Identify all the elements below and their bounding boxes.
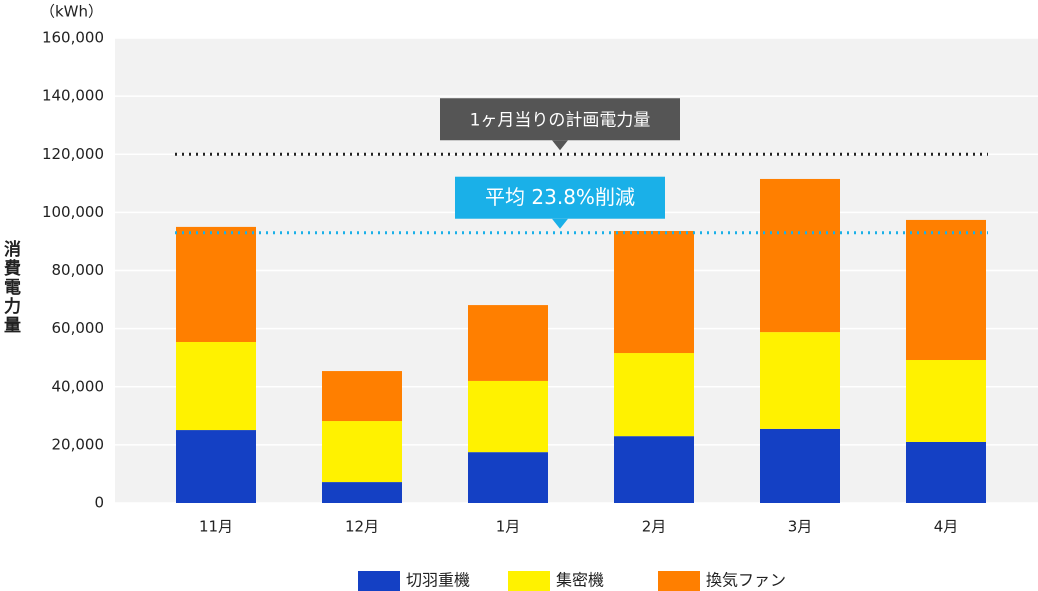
bar-segment: [906, 219, 986, 361]
bar-segment: [468, 380, 548, 453]
y-tick-label: 100,000: [42, 203, 104, 221]
bar-segment: [614, 230, 694, 354]
legend-swatch: [358, 571, 400, 591]
y-tick-label: 60,000: [52, 319, 105, 337]
bar-segment: [322, 421, 402, 483]
bar-segment: [760, 332, 840, 429]
x-tick-label: 2月: [642, 518, 667, 536]
callout-pointer: [552, 218, 568, 229]
y-tick-label: 40,000: [52, 377, 105, 395]
unit-label: （kWh）: [40, 3, 103, 21]
legend-label: 集密機: [556, 571, 604, 590]
x-tick-label: 12月: [345, 518, 379, 536]
x-tick-label: 3月: [788, 518, 813, 536]
bar-segment: [176, 226, 256, 342]
y-tick-label: 160,000: [42, 29, 104, 47]
y-axis-label: 消費電力量: [0, 239, 21, 335]
bar-segment: [906, 441, 986, 503]
legend-swatch: [508, 571, 550, 591]
callout-label: 1ヶ月当りの計画電力量: [470, 110, 651, 130]
legend-swatch: [658, 571, 700, 591]
bar-segment: [322, 482, 402, 503]
x-tick-label: 11月: [199, 518, 233, 536]
x-tick-label: 1月: [496, 518, 521, 536]
bar-segment: [760, 428, 840, 503]
y-tick-label: 120,000: [42, 145, 104, 163]
legend-label: 換気ファン: [706, 571, 786, 590]
y-tick-label: 140,000: [42, 87, 104, 105]
bar-segment: [614, 436, 694, 503]
bar-segment: [176, 430, 256, 503]
bar-segment: [906, 360, 986, 442]
bar-segment: [468, 452, 548, 503]
y-tick-label: 20,000: [52, 435, 105, 453]
bar-segment: [468, 305, 548, 381]
x-tick-label: 4月: [934, 518, 959, 536]
callout-pointer: [552, 140, 568, 151]
callout-label: 平均 23.8%削減: [485, 185, 635, 209]
callout-box: [455, 176, 665, 219]
bar-segment: [322, 371, 402, 422]
bar-segment: [614, 353, 694, 437]
bar-segment: [760, 178, 840, 333]
legend-label: 切羽重機: [406, 571, 470, 590]
y-tick-label: 0: [94, 494, 104, 512]
bar-segment: [176, 341, 256, 431]
callout-box: [440, 98, 680, 141]
y-tick-label: 80,000: [52, 261, 105, 279]
